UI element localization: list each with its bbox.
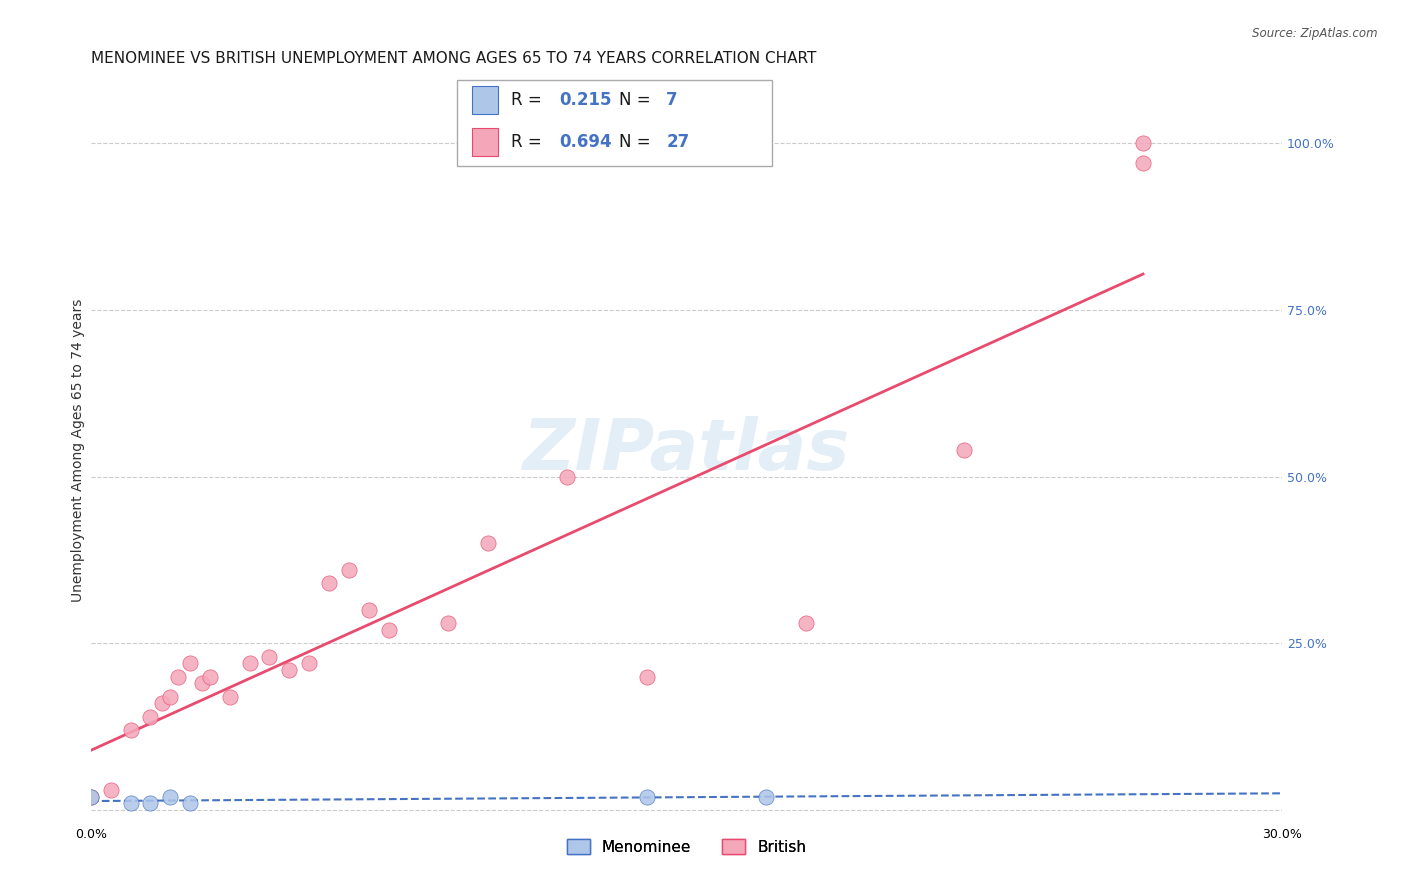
- Point: [357, 603, 380, 617]
- Text: 0.215: 0.215: [560, 91, 612, 109]
- Point: [100, 783, 122, 797]
- Point: [953, 442, 976, 457]
- Point: [191, 676, 214, 690]
- FancyBboxPatch shape: [472, 128, 498, 156]
- Point: [477, 536, 499, 550]
- Text: N =: N =: [619, 91, 655, 109]
- Text: 0.694: 0.694: [560, 133, 612, 152]
- Text: 7: 7: [666, 91, 678, 109]
- FancyBboxPatch shape: [457, 80, 772, 166]
- Text: 27: 27: [666, 133, 689, 152]
- Point: [139, 710, 162, 724]
- Point: [239, 657, 262, 671]
- Point: [755, 789, 778, 804]
- Point: [159, 789, 181, 804]
- Point: [1132, 136, 1154, 151]
- Point: [1132, 156, 1154, 170]
- Text: MENOMINEE VS BRITISH UNEMPLOYMENT AMONG AGES 65 TO 74 YEARS CORRELATION CHART: MENOMINEE VS BRITISH UNEMPLOYMENT AMONG …: [91, 51, 815, 66]
- Legend: Menominee, British: Menominee, British: [561, 832, 813, 861]
- Point: [437, 616, 460, 631]
- Text: N =: N =: [619, 133, 655, 152]
- Point: [120, 723, 142, 737]
- Point: [150, 697, 173, 711]
- Point: [80, 789, 103, 804]
- Point: [636, 789, 658, 804]
- Point: [179, 657, 201, 671]
- Point: [318, 576, 340, 591]
- Point: [555, 469, 578, 483]
- Point: [80, 789, 103, 804]
- Text: R =: R =: [512, 91, 547, 109]
- Point: [139, 797, 162, 811]
- Point: [218, 690, 240, 704]
- Text: R =: R =: [512, 133, 547, 152]
- Point: [794, 616, 817, 631]
- Point: [179, 797, 201, 811]
- Point: [377, 623, 399, 637]
- Point: [337, 563, 360, 577]
- Point: [198, 670, 221, 684]
- Point: [259, 649, 281, 664]
- Point: [159, 690, 181, 704]
- FancyBboxPatch shape: [472, 86, 498, 114]
- Point: [120, 797, 142, 811]
- Text: ZIPatlas: ZIPatlas: [523, 416, 851, 484]
- Point: [298, 657, 321, 671]
- Point: [278, 663, 301, 677]
- Point: [167, 670, 190, 684]
- Text: Source: ZipAtlas.com: Source: ZipAtlas.com: [1253, 27, 1378, 40]
- Y-axis label: Unemployment Among Ages 65 to 74 years: Unemployment Among Ages 65 to 74 years: [72, 298, 86, 602]
- Point: [636, 670, 658, 684]
